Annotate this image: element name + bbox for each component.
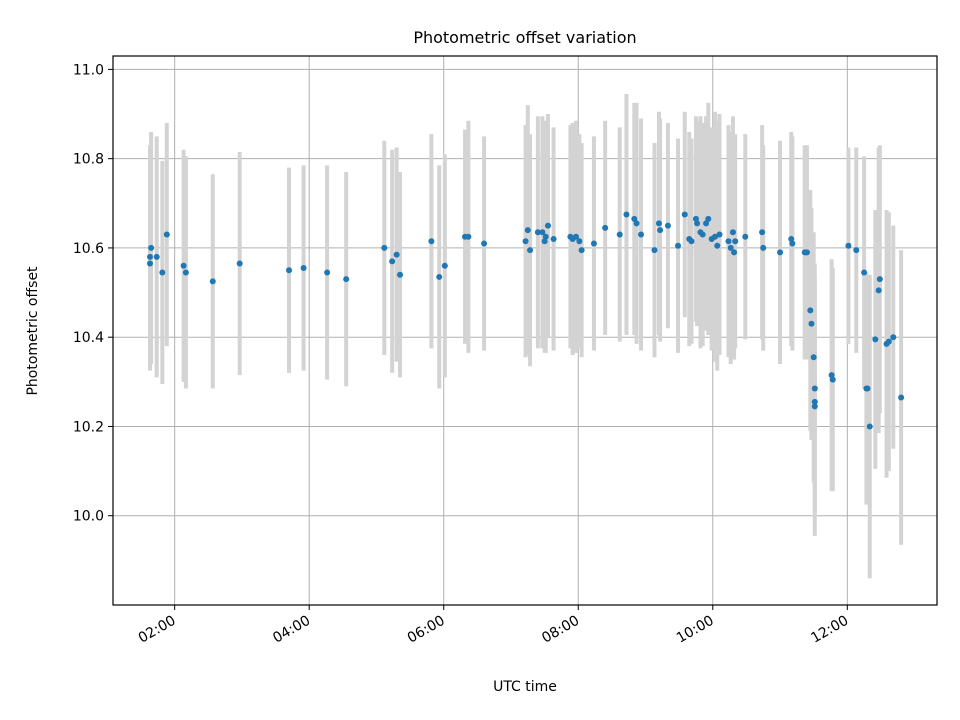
data-point bbox=[209, 278, 216, 285]
data-point bbox=[866, 423, 873, 430]
data-point bbox=[576, 238, 583, 245]
data-point bbox=[759, 229, 766, 236]
data-point bbox=[699, 231, 706, 238]
data-point bbox=[522, 238, 529, 245]
data-point bbox=[664, 222, 671, 229]
data-point bbox=[716, 231, 723, 238]
data-point bbox=[286, 267, 293, 274]
data-point bbox=[180, 262, 187, 269]
data-point bbox=[441, 262, 448, 269]
data-point bbox=[861, 269, 868, 276]
y-axis: 10.0 10.2 10.4 10.6 10.8 11.0 bbox=[73, 62, 113, 525]
data-point bbox=[465, 233, 472, 240]
data-point bbox=[807, 307, 814, 314]
data-point bbox=[236, 260, 243, 267]
data-point bbox=[657, 227, 664, 234]
data-point bbox=[381, 244, 388, 251]
data-point bbox=[875, 287, 882, 294]
data-point bbox=[655, 220, 662, 227]
data-point bbox=[810, 354, 817, 361]
data-point bbox=[688, 238, 695, 245]
data-point bbox=[633, 220, 640, 227]
data-point bbox=[534, 229, 541, 236]
data-point bbox=[300, 265, 307, 272]
plot-frame bbox=[112, 55, 938, 606]
chart-title: Photometric offset variation bbox=[413, 28, 636, 47]
data-point bbox=[808, 320, 815, 327]
data-point bbox=[890, 334, 897, 341]
data-point bbox=[578, 247, 585, 254]
y-tick-label: 11.0 bbox=[73, 62, 104, 78]
data-point bbox=[481, 240, 488, 247]
data-point bbox=[725, 238, 732, 245]
data-point bbox=[789, 240, 796, 247]
data-point bbox=[727, 244, 734, 251]
data-point bbox=[631, 215, 638, 222]
data-points bbox=[146, 211, 905, 430]
data-point bbox=[573, 233, 580, 240]
data-point bbox=[146, 260, 153, 267]
data-point bbox=[153, 253, 160, 260]
data-point bbox=[148, 244, 155, 251]
data-point bbox=[343, 276, 350, 283]
data-point bbox=[845, 242, 852, 249]
data-point bbox=[694, 220, 701, 227]
y-axis-label: Photometric offset bbox=[25, 266, 41, 396]
y-tick-label: 10.8 bbox=[73, 152, 104, 168]
data-point bbox=[742, 233, 749, 240]
data-point bbox=[811, 398, 818, 405]
data-point bbox=[550, 236, 557, 242]
data-point bbox=[324, 269, 331, 276]
y-tick-label: 10.2 bbox=[73, 419, 104, 435]
data-point bbox=[705, 215, 712, 222]
data-point bbox=[163, 231, 170, 238]
data-point bbox=[524, 227, 531, 234]
x-axis-label: UTC time bbox=[493, 679, 557, 695]
data-point bbox=[542, 233, 549, 240]
data-point bbox=[681, 211, 688, 218]
data-point bbox=[590, 240, 597, 247]
data-point bbox=[651, 247, 658, 254]
data-point bbox=[428, 238, 435, 245]
data-point bbox=[146, 253, 153, 260]
data-point bbox=[872, 336, 879, 343]
y-tick-label: 10.6 bbox=[73, 241, 104, 257]
data-point bbox=[876, 276, 883, 283]
data-point bbox=[539, 229, 546, 236]
data-point bbox=[544, 222, 551, 229]
data-point bbox=[732, 238, 739, 245]
data-point bbox=[623, 211, 630, 218]
data-point bbox=[616, 231, 623, 238]
data-point bbox=[396, 271, 403, 278]
data-point bbox=[811, 403, 818, 410]
data-point bbox=[675, 242, 682, 249]
data-point bbox=[602, 224, 609, 231]
data-point bbox=[527, 247, 534, 254]
data-point bbox=[159, 269, 166, 276]
data-point bbox=[898, 394, 905, 401]
y-tick-label: 10.4 bbox=[73, 330, 104, 346]
y-tick-label: 10.0 bbox=[73, 509, 104, 525]
data-point bbox=[182, 269, 189, 276]
data-point bbox=[864, 385, 871, 392]
data-point bbox=[777, 249, 784, 256]
data-point bbox=[436, 273, 443, 280]
data-point bbox=[731, 249, 738, 256]
data-point bbox=[811, 385, 818, 392]
data-point bbox=[703, 220, 710, 227]
data-point bbox=[389, 258, 396, 265]
data-point bbox=[803, 249, 810, 256]
data-point bbox=[393, 251, 400, 258]
data-point bbox=[714, 242, 721, 249]
data-point bbox=[729, 229, 736, 236]
data-point bbox=[712, 233, 719, 240]
data-point bbox=[885, 338, 892, 345]
data-point bbox=[829, 376, 836, 383]
data-point bbox=[638, 231, 645, 238]
data-point bbox=[760, 244, 767, 251]
data-point bbox=[853, 247, 860, 254]
